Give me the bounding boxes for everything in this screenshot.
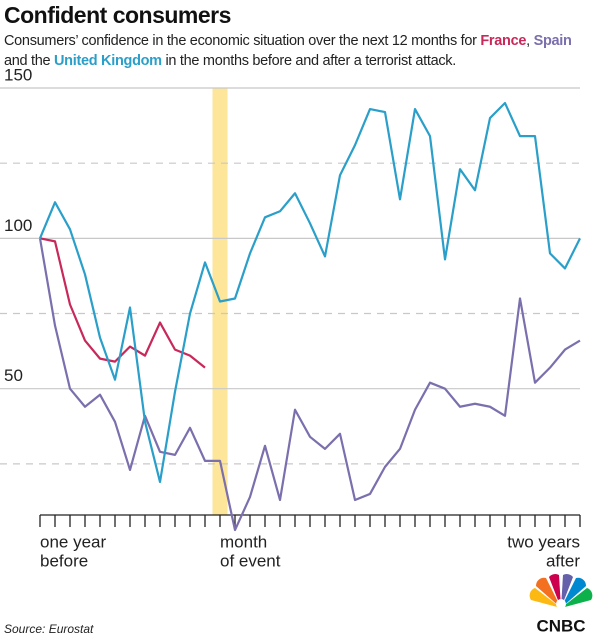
series-line (38, 101, 581, 484)
y-tick-label: 150 (4, 65, 32, 84)
x-tick-label: of event (220, 551, 281, 570)
subtitle-series-name: United Kingdom (54, 53, 162, 69)
x-tick-label: one year (40, 532, 106, 551)
chart-title: Confident consumers (4, 2, 231, 28)
logo-text: CNBC (536, 616, 585, 635)
source: Source: Eurostat (4, 622, 94, 636)
y-tick-label: 100 (4, 216, 32, 235)
subtitle-text: , (526, 33, 534, 49)
series-line (39, 237, 206, 369)
chart-subtitle: Consumers’ confidence in the economic si… (4, 31, 594, 71)
subtitle-series-name: Spain (533, 33, 572, 49)
series-line (38, 238, 581, 532)
x-tick-label: month (220, 532, 267, 551)
x-tick-label: two years (507, 532, 580, 551)
subtitle-text: Consumers’ confidence in the economic si… (4, 33, 481, 49)
x-tick-label: before (40, 551, 88, 570)
logo-icon (529, 574, 593, 609)
y-tick-label: 50 (4, 366, 23, 385)
x-tick-label: after (546, 551, 580, 570)
subtitle-series-name: France (480, 33, 527, 49)
subtitle-text: in the months before and after a terrori… (161, 53, 457, 69)
subtitle-text: and the (4, 53, 55, 69)
